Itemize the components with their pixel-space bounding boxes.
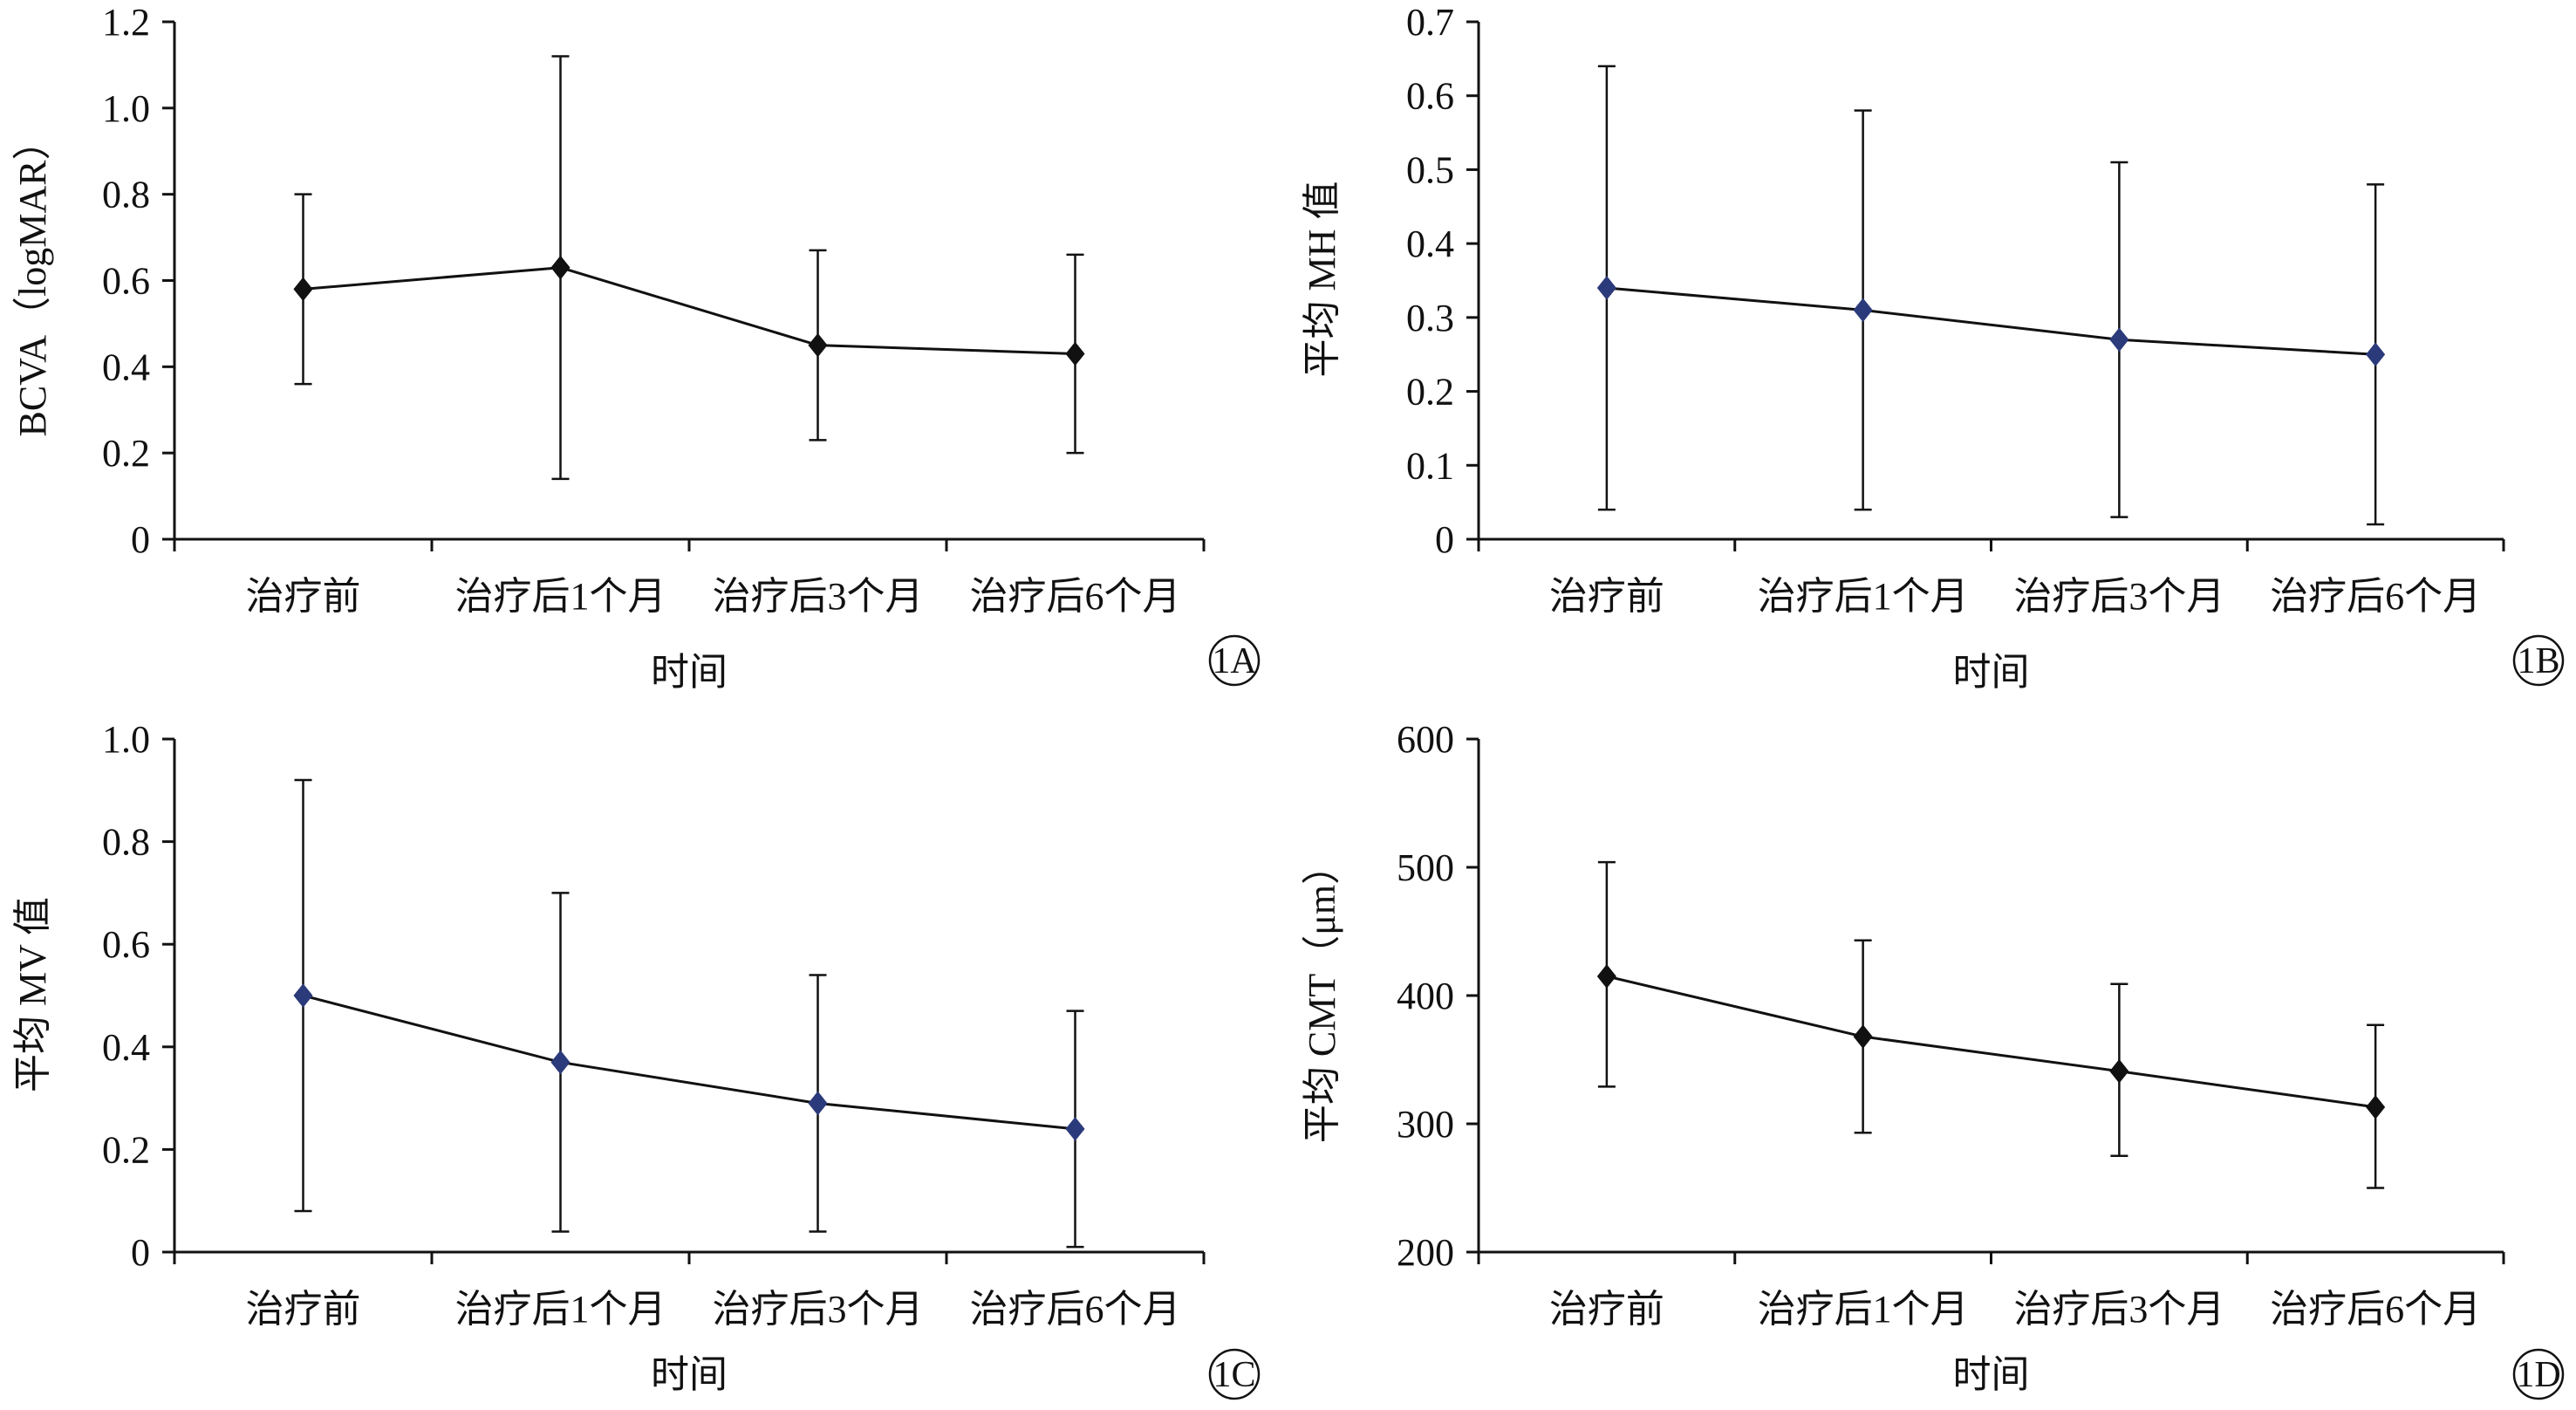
y-tick-label: 1.0 — [102, 87, 150, 130]
y-axis-title: 平均 MH 值 — [1301, 181, 1343, 378]
y-tick-label: 500 — [1397, 846, 1454, 889]
x-category-label: 治疗前 — [1549, 575, 1664, 618]
x-category-label: 治疗后1个月 — [1758, 1288, 1969, 1331]
data-point-marker — [2366, 1095, 2386, 1119]
x-category-label: 治疗后6个月 — [2270, 1288, 2481, 1331]
data-point-marker — [2109, 327, 2129, 352]
y-tick-label: 400 — [1397, 975, 1454, 1017]
y-axis-title: 平均 CMT（μm） — [1301, 846, 1343, 1143]
series-line — [1606, 975, 2376, 1109]
x-category-label: 治疗前 — [246, 575, 361, 618]
y-tick-label: 0.3 — [1406, 297, 1454, 339]
y-tick-label: 0.6 — [1406, 75, 1454, 118]
data-point-marker — [2366, 342, 2386, 367]
series-line — [1606, 286, 2376, 356]
y-tick-label: 1.0 — [102, 718, 150, 761]
y-tick-label: 600 — [1397, 718, 1454, 761]
y-tick-label: 0.6 — [102, 923, 150, 966]
panel-tag-circle — [2512, 634, 2565, 687]
data-point-marker — [293, 983, 313, 1008]
y-tick-label: 0.2 — [1406, 371, 1454, 414]
y-tick-label: 0.8 — [102, 174, 150, 216]
data-point-marker — [1596, 964, 1616, 989]
y-tick-label: 0.4 — [1406, 222, 1454, 265]
data-point-marker — [1065, 1117, 1085, 1141]
x-category-label: 治疗后6个月 — [970, 575, 1181, 618]
y-tick-label: 0.7 — [1406, 1, 1454, 44]
panel-tag-label: 1D — [2516, 1355, 2560, 1395]
data-point-marker — [808, 332, 828, 358]
data-point-marker — [1853, 1024, 1873, 1049]
x-category-label: 治疗后6个月 — [970, 1288, 1181, 1331]
chart-panel-a: 0 0.2 0.4 0.6 0.8 1.0 1.2 治疗前 治疗后1个月 治疗后3个月 治疗后6个月… — [11, 1, 1261, 694]
y-tick-label: 0.4 — [102, 1026, 150, 1069]
x-axis-title: 时间 — [1953, 651, 2030, 694]
panel-tag-label: 1B — [2517, 641, 2559, 681]
x-category-label: 治疗后6个月 — [2270, 575, 2481, 618]
y-tick-label: 0.2 — [102, 432, 150, 475]
y-tick-label: 0.4 — [102, 346, 150, 388]
y-tick-label: 0.2 — [102, 1128, 150, 1171]
y-axis-title: 平均 MV 值 — [11, 897, 54, 1092]
panel-tag-circle — [2512, 1348, 2565, 1400]
x-axis-title: 时间 — [651, 651, 728, 694]
y-tick-label: 0.1 — [1406, 444, 1454, 487]
y-tick-label: 0.6 — [102, 260, 150, 303]
data-point-marker — [2109, 1058, 2129, 1084]
panel-tag-circle — [1208, 1348, 1261, 1400]
y-tick-label: 0 — [131, 518, 150, 561]
data-point-marker — [1853, 298, 1873, 323]
x-category-label: 治疗后1个月 — [455, 1288, 666, 1331]
x-axis-title: 时间 — [1953, 1353, 2030, 1396]
y-tick-label: 1.2 — [102, 1, 150, 44]
data-point-marker — [1596, 276, 1616, 300]
data-point-marker — [550, 1050, 571, 1075]
x-axis-title: 时间 — [651, 1353, 728, 1396]
y-axis-title: BCVA（logMAR） — [11, 121, 54, 436]
y-tick-label: 0.5 — [1406, 148, 1454, 191]
x-category-label: 治疗前 — [1549, 1288, 1664, 1331]
x-category-label: 治疗后3个月 — [2013, 575, 2224, 618]
panel-tag-label: 1A — [1212, 641, 1257, 681]
data-point-marker — [1065, 341, 1085, 366]
x-category-label: 治疗后1个月 — [455, 575, 666, 618]
y-tick-label: 300 — [1397, 1103, 1454, 1146]
chart-panel-b: 0 0.1 0.2 0.3 0.4 0.5 0.6 0.7 治疗前 治疗后1个月 治疗后3个月 治疗后… — [1301, 1, 2565, 694]
y-tick-label: 0 — [131, 1231, 150, 1274]
series-line — [303, 994, 1076, 1131]
data-point-marker — [293, 277, 313, 302]
y-tick-label: 200 — [1397, 1231, 1454, 1274]
x-category-label: 治疗后3个月 — [713, 1288, 924, 1331]
x-category-label: 治疗后3个月 — [713, 575, 924, 618]
x-category-label: 治疗后1个月 — [1758, 575, 1969, 618]
x-category-label: 治疗前 — [246, 1288, 361, 1331]
data-point-marker — [550, 255, 571, 280]
panel-tag-label: 1C — [1213, 1355, 1255, 1395]
series-line — [303, 266, 1076, 356]
y-tick-label: 0 — [1435, 518, 1454, 561]
panel-tag-circle — [1208, 634, 1261, 687]
x-category-label: 治疗后3个月 — [2013, 1288, 2224, 1331]
data-point-marker — [808, 1091, 828, 1116]
y-tick-label: 0.8 — [102, 821, 150, 864]
